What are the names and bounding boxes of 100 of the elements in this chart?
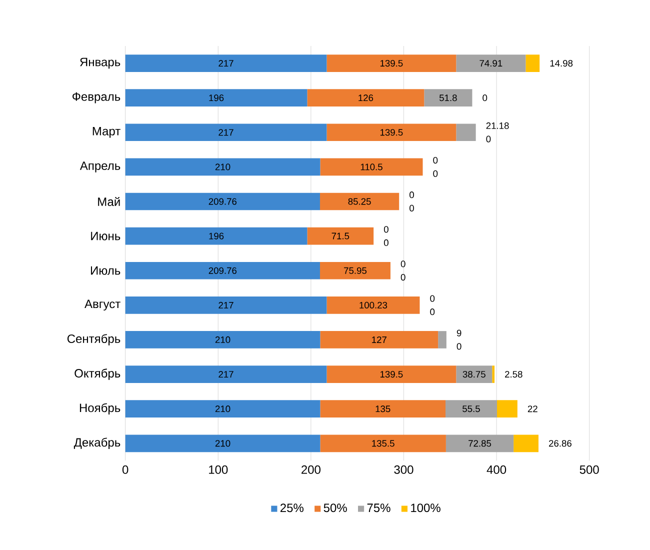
bar xyxy=(125,124,327,142)
bar xyxy=(125,296,327,314)
y-tick-label: Апрель xyxy=(80,162,120,172)
bar xyxy=(456,124,476,142)
bar xyxy=(320,400,446,418)
y-tick-label: Июль xyxy=(90,266,120,275)
data-label: 127 xyxy=(372,336,386,343)
bar xyxy=(320,434,446,452)
data-label: 0 xyxy=(430,308,435,316)
bar xyxy=(497,400,518,418)
data-label: 210 xyxy=(215,164,230,170)
data-label: 38.75 xyxy=(462,370,486,378)
legend-label: 100% xyxy=(411,504,440,512)
data-label: 135.5 xyxy=(372,440,394,447)
bar xyxy=(125,89,308,106)
bar xyxy=(320,158,423,176)
data-label: 0 xyxy=(430,295,435,302)
data-label: 75.95 xyxy=(344,267,367,274)
bar xyxy=(125,434,320,452)
data-label: 55.5 xyxy=(462,406,480,412)
data-label: 0 xyxy=(410,192,414,198)
bar xyxy=(125,366,327,383)
bar xyxy=(326,54,456,72)
data-label: 196 xyxy=(209,94,224,102)
bar xyxy=(424,89,472,106)
legend-label: 25% xyxy=(280,504,304,512)
y-tick-label: Сентябрь xyxy=(67,334,120,346)
data-label: 209.76 xyxy=(208,198,237,205)
data-label: 210 xyxy=(215,406,230,412)
data-label: 26.86 xyxy=(548,440,572,447)
data-label: 126 xyxy=(358,94,374,102)
data-label: 0 xyxy=(410,204,414,212)
bar xyxy=(326,124,456,142)
y-tick-label: Июнь xyxy=(91,232,120,240)
data-label: 0 xyxy=(384,239,388,246)
bar xyxy=(526,54,540,72)
y-tick-label: Август xyxy=(84,300,120,311)
bar xyxy=(445,400,497,418)
data-label: 72.85 xyxy=(468,440,492,447)
legend-label: 50% xyxy=(324,504,347,512)
data-label: 217 xyxy=(218,129,234,136)
data-label: 0 xyxy=(433,170,438,177)
data-label: 21.18 xyxy=(486,122,509,130)
data-label: 22 xyxy=(528,406,538,412)
data-label: 110.5 xyxy=(360,164,382,170)
bar xyxy=(307,89,424,106)
data-label: 209.76 xyxy=(208,267,237,274)
data-label: 0 xyxy=(384,226,388,233)
bar xyxy=(320,262,390,280)
bar xyxy=(514,434,538,452)
bar xyxy=(125,192,320,210)
bar xyxy=(125,227,308,245)
y-tick-label: Январь xyxy=(80,58,120,69)
bar xyxy=(125,400,320,418)
bar xyxy=(456,54,526,72)
bar xyxy=(307,227,374,245)
x-tick-label: 500 xyxy=(580,465,599,474)
data-label: 85.25 xyxy=(348,198,371,205)
bar xyxy=(125,331,320,348)
x-tick-label: 200 xyxy=(302,465,320,474)
data-label: 0 xyxy=(456,343,462,350)
data-label: 139.5 xyxy=(380,129,403,136)
x-tick-label: 300 xyxy=(394,465,414,474)
bar xyxy=(125,54,327,72)
data-label: 74.91 xyxy=(480,60,502,67)
y-tick-label: Февраль xyxy=(72,92,120,104)
bar xyxy=(320,331,438,348)
data-label: 14.98 xyxy=(550,60,573,67)
y-tick-label: Декабрь xyxy=(74,438,120,450)
data-label: 0 xyxy=(400,274,406,281)
bar xyxy=(492,366,495,383)
bar xyxy=(125,158,320,176)
data-label: 135 xyxy=(376,406,390,412)
data-label: 210 xyxy=(215,336,230,344)
legend-label: 75% xyxy=(367,504,390,512)
data-label: 0 xyxy=(433,156,438,164)
data-label: 217 xyxy=(218,371,234,378)
data-label: 196 xyxy=(209,232,224,240)
data-label: 0 xyxy=(482,94,488,102)
y-tick-label: Март xyxy=(92,127,120,138)
data-label: 9 xyxy=(456,330,462,336)
bar xyxy=(125,262,320,280)
data-label: 0 xyxy=(400,260,406,268)
x-tick-label: 0 xyxy=(122,465,128,474)
y-tick-label: Ноябрь xyxy=(80,403,120,414)
data-label: 2.58 xyxy=(505,370,522,378)
y-tick-label: Май xyxy=(98,196,120,206)
x-tick-label: 100 xyxy=(209,465,228,474)
bar xyxy=(326,296,420,314)
bar xyxy=(326,366,456,383)
data-label: 139.5 xyxy=(380,370,403,378)
bar xyxy=(446,434,514,452)
data-label: 100.23 xyxy=(360,302,388,308)
bar xyxy=(438,331,446,348)
bar xyxy=(456,366,492,383)
x-tick-label: 400 xyxy=(486,465,506,474)
data-label: 217 xyxy=(218,302,234,308)
data-label: 71.5 xyxy=(332,232,350,240)
data-label: 217 xyxy=(218,60,234,67)
bar xyxy=(320,192,400,210)
